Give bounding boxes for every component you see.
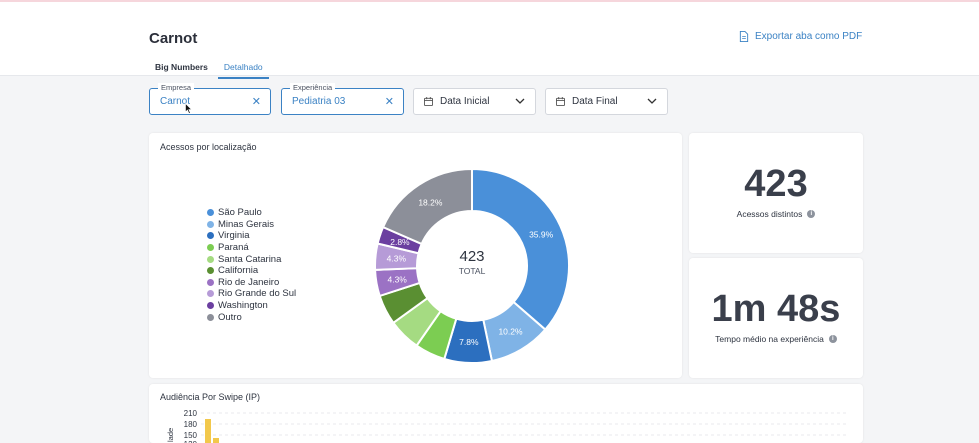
donut-slice-label: 7.8% <box>459 337 479 347</box>
legend-label: São Paulo <box>218 207 262 219</box>
bar <box>213 438 219 443</box>
export-label: Exportar aba como PDF <box>755 31 863 42</box>
empresa-filter-label: Empresa <box>158 83 195 92</box>
tab-detalhado[interactable]: Detalhado <box>217 58 269 79</box>
legend-label: California <box>218 265 259 277</box>
header: Carnot Exportar aba como PDF Big Numbers… <box>0 2 979 79</box>
legend-item[interactable]: Rio de Janeiro <box>207 277 296 289</box>
legend-item[interactable]: São Paulo <box>207 207 296 219</box>
legend-label: Rio de Janeiro <box>218 276 280 288</box>
data-inicial-label: Data Inicial <box>440 96 490 107</box>
experiencia-filter[interactable]: Experiência Pediatria 03 ✕ <box>281 83 404 115</box>
export-pdf-button[interactable]: Exportar aba como PDF <box>739 31 862 42</box>
donut-slice-label: 4.3% <box>387 254 407 264</box>
donut-slice[interactable] <box>381 167 473 246</box>
y-tick-label: 210 <box>184 409 198 418</box>
kpi-tempo-card: 1m 48s Tempo médio na experiência i <box>689 258 863 378</box>
location-card: Acessos por localização São Paulo Minas G… <box>149 133 682 378</box>
tab-big-numbers[interactable]: Big Numbers <box>155 62 208 72</box>
data-final-label: Data Final <box>572 96 618 107</box>
donut-slice-label: 10.2% <box>498 327 523 337</box>
donut-slice-label: 18.2% <box>418 197 443 207</box>
donut-slice-label: 4.3% <box>387 274 407 284</box>
legend-swatch <box>207 290 214 298</box>
data-final-select[interactable]: Data Final <box>545 88 668 115</box>
donut-slice[interactable] <box>471 167 570 331</box>
legend-swatch <box>207 244 214 252</box>
legend-item[interactable]: Washington <box>207 300 296 312</box>
chevron-down-icon <box>515 98 525 104</box>
kpi-tempo-caption: Tempo médio na experiência i <box>689 334 863 344</box>
legend-item[interactable]: California <box>207 265 296 277</box>
swipe-card: Audiência Por Swipe (IP) 210 180 150 120… <box>149 384 863 443</box>
legend-item[interactable]: Paraná <box>207 242 296 254</box>
experiencia-filter-value: Pediatria 03 <box>292 96 346 107</box>
y-tick-label: 120 <box>184 440 198 443</box>
legend-swatch <box>207 278 214 286</box>
mouse-cursor-icon <box>185 103 192 114</box>
legend-swatch <box>207 220 214 228</box>
legend-swatch <box>207 255 214 263</box>
bar <box>205 419 211 443</box>
info-icon[interactable]: i <box>807 210 816 218</box>
legend-item[interactable]: Virginia <box>207 230 296 242</box>
donut-chart: 35.9% 10.2% 7.8% 4.3% 4.3% 2.8% 18.2% 423 TOTA… <box>374 167 570 364</box>
empresa-filter-value: Carnot <box>160 96 191 107</box>
legend-swatch <box>207 313 214 321</box>
calendar-icon <box>424 97 433 106</box>
data-inicial-select[interactable]: Data Inicial <box>413 88 536 115</box>
empresa-filter[interactable]: Empresa Carnot ✕ <box>149 83 271 115</box>
top-accent-line <box>0 0 979 2</box>
legend-label: Washington <box>218 300 268 312</box>
y-tick-label: 180 <box>184 420 198 429</box>
donut-center-label: TOTAL <box>459 266 486 276</box>
legend-label: Rio Grande do Sul <box>218 288 297 300</box>
swipe-chart: 210 180 150 120 lade <box>166 409 849 443</box>
location-card-title: Acessos por localização <box>160 142 257 152</box>
chart-legend: São Paulo Minas Gerais Virginia Paraná Santa… <box>207 207 296 323</box>
kpi-acessos-label: Acessos distintos <box>736 209 803 219</box>
y-tick-label: 150 <box>184 431 198 440</box>
kpi-tempo-label: Tempo médio na experiência <box>715 334 824 344</box>
kpi-acessos-card: 423 Acessos distintos i <box>689 133 863 253</box>
close-icon[interactable]: ✕ <box>251 96 261 108</box>
donut-slice-label: 2.8% <box>390 237 410 247</box>
y-axis-label: lade <box>166 428 175 442</box>
legend-swatch <box>207 302 214 310</box>
page-title: Carnot <box>149 30 198 47</box>
legend-item[interactable]: Minas Gerais <box>207 219 296 231</box>
kpi-acessos-value: 423 <box>744 163 808 205</box>
legend-label: Santa Catarina <box>218 253 282 265</box>
legend-label: Paraná <box>218 242 249 254</box>
file-icon <box>739 31 749 42</box>
legend-label: Outro <box>218 311 242 323</box>
tab-bar: Big Numbers Detalhado <box>149 58 269 79</box>
donut-slice-label: 35.9% <box>529 229 554 239</box>
kpi-tempo-value: 1m 48s <box>711 288 841 330</box>
donut-center-value: 423 <box>459 248 484 265</box>
legend-item[interactable]: Santa Catarina <box>207 253 296 265</box>
experiencia-filter-label: Experiência <box>290 83 336 92</box>
info-icon[interactable]: i <box>828 335 837 343</box>
legend-swatch <box>207 267 214 275</box>
legend-item[interactable]: Outro <box>207 311 296 323</box>
legend-swatch <box>207 232 214 240</box>
swipe-card-title: Audiência Por Swipe (IP) <box>160 392 261 402</box>
legend-label: Minas Gerais <box>218 218 274 230</box>
kpi-acessos-caption: Acessos distintos i <box>689 209 863 219</box>
legend-swatch <box>207 209 214 217</box>
calendar-icon <box>556 97 565 106</box>
close-icon[interactable]: ✕ <box>384 96 394 108</box>
legend-label: Virginia <box>218 230 250 242</box>
chevron-down-icon <box>647 98 657 104</box>
legend-item[interactable]: Rio Grande do Sul <box>207 288 296 300</box>
